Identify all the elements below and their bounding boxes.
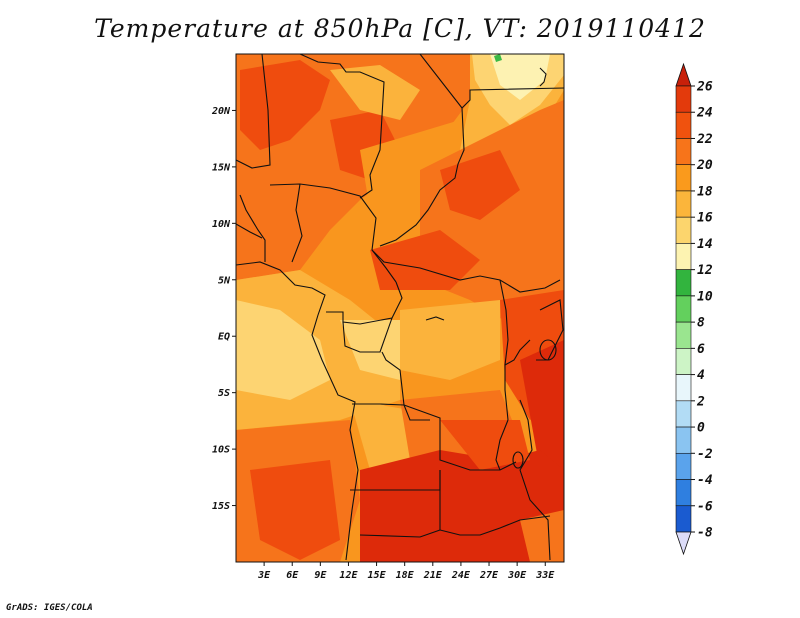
- lon-tick-label: 12E: [339, 570, 358, 581]
- lat-tick-label: 15S: [212, 501, 230, 512]
- lakes: [425, 67, 557, 469]
- shade-t22: [520, 510, 564, 562]
- shade-t24: [240, 60, 330, 150]
- colorbar-segment: [675, 400, 692, 428]
- longitude-axis: 3E 6E 9E 12E 15E 18E 21E 24E 27E 30E 33E: [257, 562, 555, 581]
- colorbar-segment: [675, 190, 692, 218]
- map-frame: [235, 53, 565, 563]
- lat-tick-label: 10N: [212, 219, 231, 230]
- colorbar-level-label: 18: [697, 184, 713, 199]
- lon-tick-label: 6E: [286, 570, 299, 581]
- colorbar-level-label: -6: [697, 499, 713, 514]
- colorbar-level-label: 16: [697, 211, 713, 226]
- colorbar-segment: [675, 216, 692, 244]
- colorbar-top-arrow: [675, 62, 692, 87]
- lon-tick-label: 15E: [368, 570, 387, 581]
- temperature-field: [236, 54, 564, 562]
- colorbar-level-label: -8: [697, 526, 713, 541]
- shade-t18: [350, 400, 410, 470]
- lon-tick-label: 30E: [507, 570, 527, 581]
- lat-tick-label: 5N: [218, 275, 231, 286]
- colorbar-segment: [675, 374, 692, 402]
- colorbar-segment: [675, 321, 692, 349]
- lat-tick-label: 10S: [212, 445, 230, 456]
- colorbar-level-label: 26: [696, 80, 713, 95]
- shade-t14: [490, 54, 550, 100]
- shade-t16: [340, 320, 400, 380]
- lat-tick-label: EQ: [218, 332, 230, 343]
- colorbar-segment: [675, 243, 692, 270]
- shade-t26: [360, 450, 564, 562]
- lon-tick-label: 33E: [535, 570, 555, 581]
- colorbar-level-label: 14: [697, 237, 713, 252]
- colorbar-segment: [675, 505, 692, 533]
- shade-t24: [250, 460, 340, 560]
- lat-tick-label: 20N: [211, 106, 231, 117]
- lon-tick-label: 9E: [314, 570, 327, 581]
- colorbar-level-label: 8: [697, 316, 705, 331]
- colorbar-segment: [675, 426, 692, 454]
- shade-t24: [370, 230, 480, 290]
- colorbar-level-label: 22: [696, 132, 713, 147]
- shade-t26: [520, 340, 564, 470]
- colorbar-segment: [675, 111, 692, 139]
- colorbar-level-label: -4: [697, 473, 713, 488]
- shade-t16: [236, 300, 330, 400]
- shade-t18: [330, 65, 420, 120]
- lon-tick-label: 27E: [479, 570, 499, 581]
- shade-t12: [494, 54, 502, 62]
- colorbar-level-label: 20: [696, 158, 713, 173]
- colorbar-segment: [675, 452, 692, 480]
- colorbar-level-label: -2: [697, 447, 713, 462]
- colorbar-segment: [675, 85, 692, 113]
- lon-tick-label: 3E: [257, 570, 271, 581]
- lat-tick-label: 15N: [212, 162, 231, 173]
- page-title: Temperature at 850hPa [C], VT: 201911041…: [94, 14, 706, 43]
- colorbar-segment: [675, 348, 692, 375]
- colorbar-level-label: 2: [696, 394, 705, 409]
- shade-t18: [400, 300, 500, 380]
- colorbar-level-label: 12: [697, 263, 713, 278]
- colorbar-level-label: 4: [697, 368, 705, 383]
- lon-tick-label: 24E: [451, 570, 471, 581]
- lon-tick-label: 18E: [396, 570, 415, 581]
- credit-label: GrADS: IGES/COLA: [6, 603, 93, 613]
- colorbar-level-label: 0: [697, 421, 705, 436]
- colorbar-segment: [675, 269, 692, 297]
- latitude-axis: 20N 15N 10N 5N EQ 5S 10S 15S: [211, 106, 236, 512]
- colorbar-level-label: 6: [697, 342, 705, 357]
- colorbar-level-label: 10: [697, 289, 713, 304]
- shade-t24: [440, 150, 520, 220]
- colorbar-segment: [675, 138, 692, 166]
- lon-tick-label: 21E: [423, 570, 443, 581]
- lat-tick-label: 5S: [218, 388, 230, 399]
- colorbar-bottom-arrow: [675, 531, 692, 556]
- shade-t24: [440, 420, 530, 470]
- country-borders: [236, 54, 564, 561]
- colorbar-segment: [675, 164, 692, 192]
- colorbar-level-label: 24: [696, 106, 713, 121]
- colorbar-segment: [675, 295, 692, 323]
- colorbar-segment: [675, 479, 692, 507]
